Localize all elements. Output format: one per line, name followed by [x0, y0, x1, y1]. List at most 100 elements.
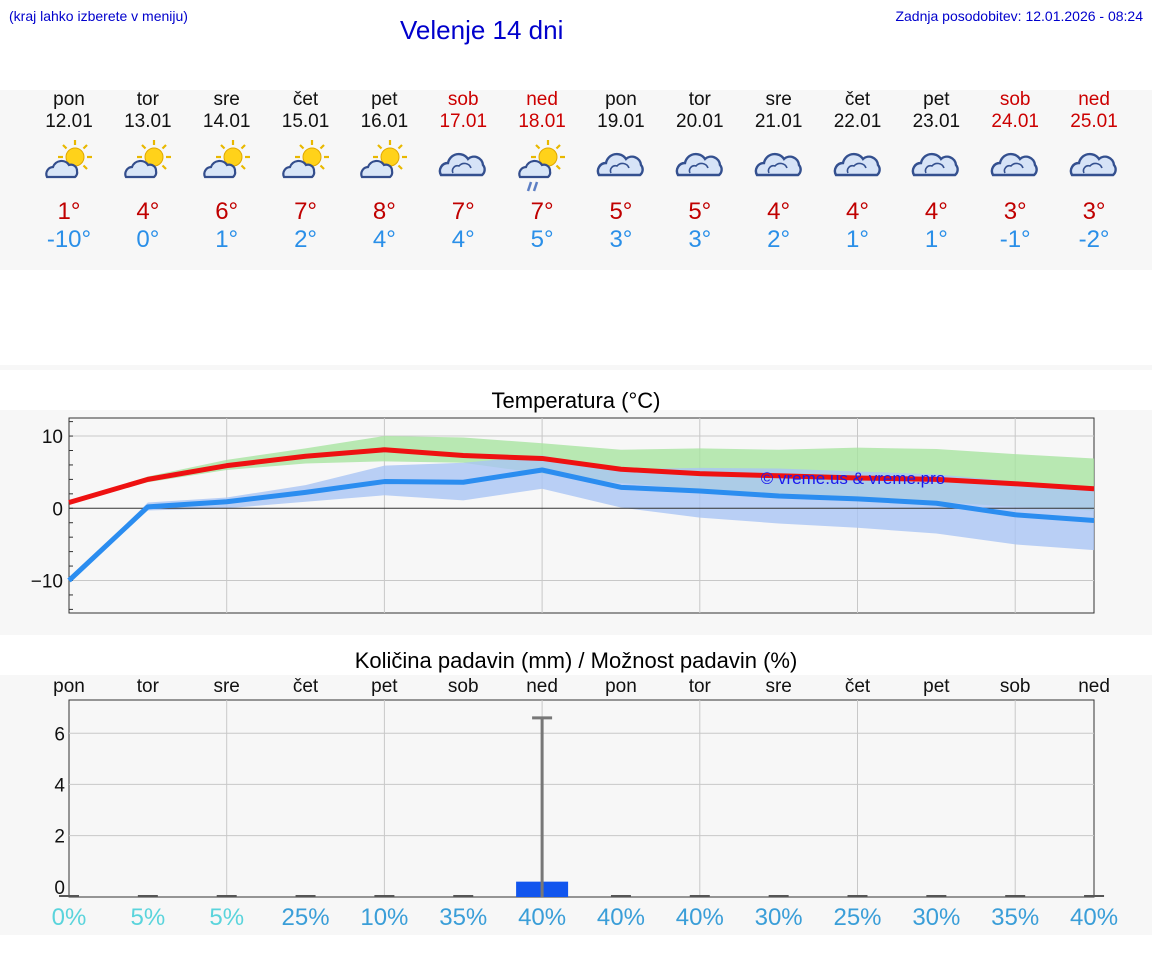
- temp-min: 5°: [530, 226, 554, 253]
- precip-day-name: pet: [923, 676, 950, 697]
- temp-max: 7°: [294, 198, 318, 225]
- day-date: 22.01: [833, 111, 882, 132]
- precip-day-name: tor: [136, 676, 159, 697]
- temp-max: 3°: [1003, 198, 1027, 225]
- temp-min: -2°: [1078, 226, 1110, 253]
- temp-max: 7°: [451, 198, 475, 225]
- day-name: ned: [1078, 89, 1110, 110]
- day-name: pon: [605, 89, 637, 110]
- sun-cloud-rain-icon: [514, 137, 570, 193]
- sun-cloud-icon: [41, 137, 97, 193]
- precip-probability: 25%: [833, 904, 882, 931]
- day-date: 12.01: [45, 111, 93, 132]
- temp-min: 4°: [451, 226, 475, 253]
- last-updated: Zadnja posodobitev: 12.01.2026 - 08:24: [895, 8, 1143, 24]
- forecast-band: [0, 90, 1152, 270]
- cloud-icon: [435, 137, 491, 193]
- precip-day-name: sob: [447, 676, 479, 697]
- page-title: Velenje 14 dni: [400, 15, 564, 45]
- y-tick-label: 0: [54, 878, 65, 899]
- precip-probability: 5%: [209, 904, 245, 931]
- temperature-title: Temperatura (°C): [491, 388, 661, 413]
- temp-max: 4°: [136, 198, 160, 225]
- y-tick-label: 4: [54, 775, 65, 796]
- temp-max: 4°: [924, 198, 948, 225]
- day-date: 13.01: [124, 111, 172, 132]
- precip-probability: 40%: [518, 904, 567, 931]
- divider: [0, 365, 1152, 370]
- day-name: pet: [371, 89, 398, 110]
- cloud-icon: [987, 137, 1043, 193]
- day-date: 24.01: [991, 111, 1039, 132]
- precip-day-name: pon: [605, 676, 637, 697]
- temp-max: 7°: [530, 198, 554, 225]
- precip-probability: 30%: [912, 904, 961, 931]
- day-name: čet: [844, 89, 871, 110]
- temp-min: 1°: [215, 226, 239, 253]
- precip-probability: 35%: [439, 904, 488, 931]
- cloud-icon: [1066, 137, 1122, 193]
- cloud-icon: [830, 137, 886, 193]
- sun-cloud-icon: [356, 137, 412, 193]
- precip-probability: 40%: [596, 904, 645, 931]
- cloud-icon: [593, 137, 649, 193]
- temp-min: 3°: [609, 226, 633, 253]
- temp-min: 3°: [688, 226, 712, 253]
- day-date: 17.01: [439, 111, 488, 132]
- precip-probability: 0%: [51, 904, 87, 931]
- watermark: © vreme.us & vreme.pro: [761, 469, 945, 488]
- precip-probability: 35%: [991, 904, 1040, 931]
- min-temp-line: [67, 467, 1095, 583]
- precip-day-name: čet: [292, 676, 319, 697]
- min-temp-band: [69, 455, 1095, 581]
- precip-probability: 5%: [130, 904, 166, 931]
- precip-day-name: ned: [526, 676, 558, 697]
- day-date: 15.01: [281, 111, 330, 132]
- day-name: sob: [447, 89, 479, 110]
- precip-probability: 40%: [1070, 904, 1119, 931]
- temp-min: 0°: [136, 226, 160, 253]
- temp-max: 1°: [57, 198, 81, 225]
- precip-day-name: ned: [1078, 676, 1110, 697]
- day-name: sre: [765, 89, 792, 110]
- precip-probability: 40%: [675, 904, 724, 931]
- precipitation-title: Količina padavin (mm) / Možnost padavin …: [354, 648, 798, 673]
- day-name: pon: [53, 89, 85, 110]
- day-name: ned: [526, 89, 558, 110]
- precip-day-name: sre: [765, 676, 792, 697]
- temp-min: 1°: [846, 226, 869, 253]
- location-hint[interactable]: (kraj lahko izberete v meniju): [9, 8, 188, 24]
- cloud-icon: [751, 137, 807, 193]
- y-tick-label: −10: [31, 572, 63, 593]
- sun-cloud-icon: [278, 137, 334, 193]
- day-name: tor: [688, 89, 711, 110]
- precip-day-name: pet: [371, 676, 398, 697]
- temp-min: 1°: [924, 226, 948, 253]
- temp-max: 4°: [767, 198, 791, 225]
- temp-min: 2°: [294, 226, 318, 253]
- precip-day-name: čet: [844, 676, 871, 697]
- day-name: sre: [213, 89, 240, 110]
- precip-probability: 10%: [360, 904, 409, 931]
- y-tick-label: 2: [54, 827, 65, 848]
- temp-min: 2°: [767, 226, 791, 253]
- precip-day-name: sre: [213, 676, 240, 697]
- temp-min: -1°: [999, 226, 1031, 253]
- y-tick-label: 10: [42, 427, 63, 448]
- precip-probability: 30%: [754, 904, 803, 931]
- day-date: 21.01: [754, 111, 803, 132]
- day-date: 18.01: [518, 111, 566, 132]
- temp-max: 3°: [1082, 198, 1106, 225]
- day-date: 20.01: [676, 111, 724, 132]
- temp-max: 4°: [846, 198, 869, 225]
- day-date: 23.01: [912, 111, 961, 132]
- precip-day-name: sob: [999, 676, 1031, 697]
- day-name: pet: [923, 89, 950, 110]
- day-date: 14.01: [202, 111, 251, 132]
- precip-probability: 25%: [281, 904, 330, 931]
- day-date: 25.01: [1070, 111, 1118, 132]
- day-date: 16.01: [360, 111, 409, 132]
- cloud-icon: [908, 137, 964, 193]
